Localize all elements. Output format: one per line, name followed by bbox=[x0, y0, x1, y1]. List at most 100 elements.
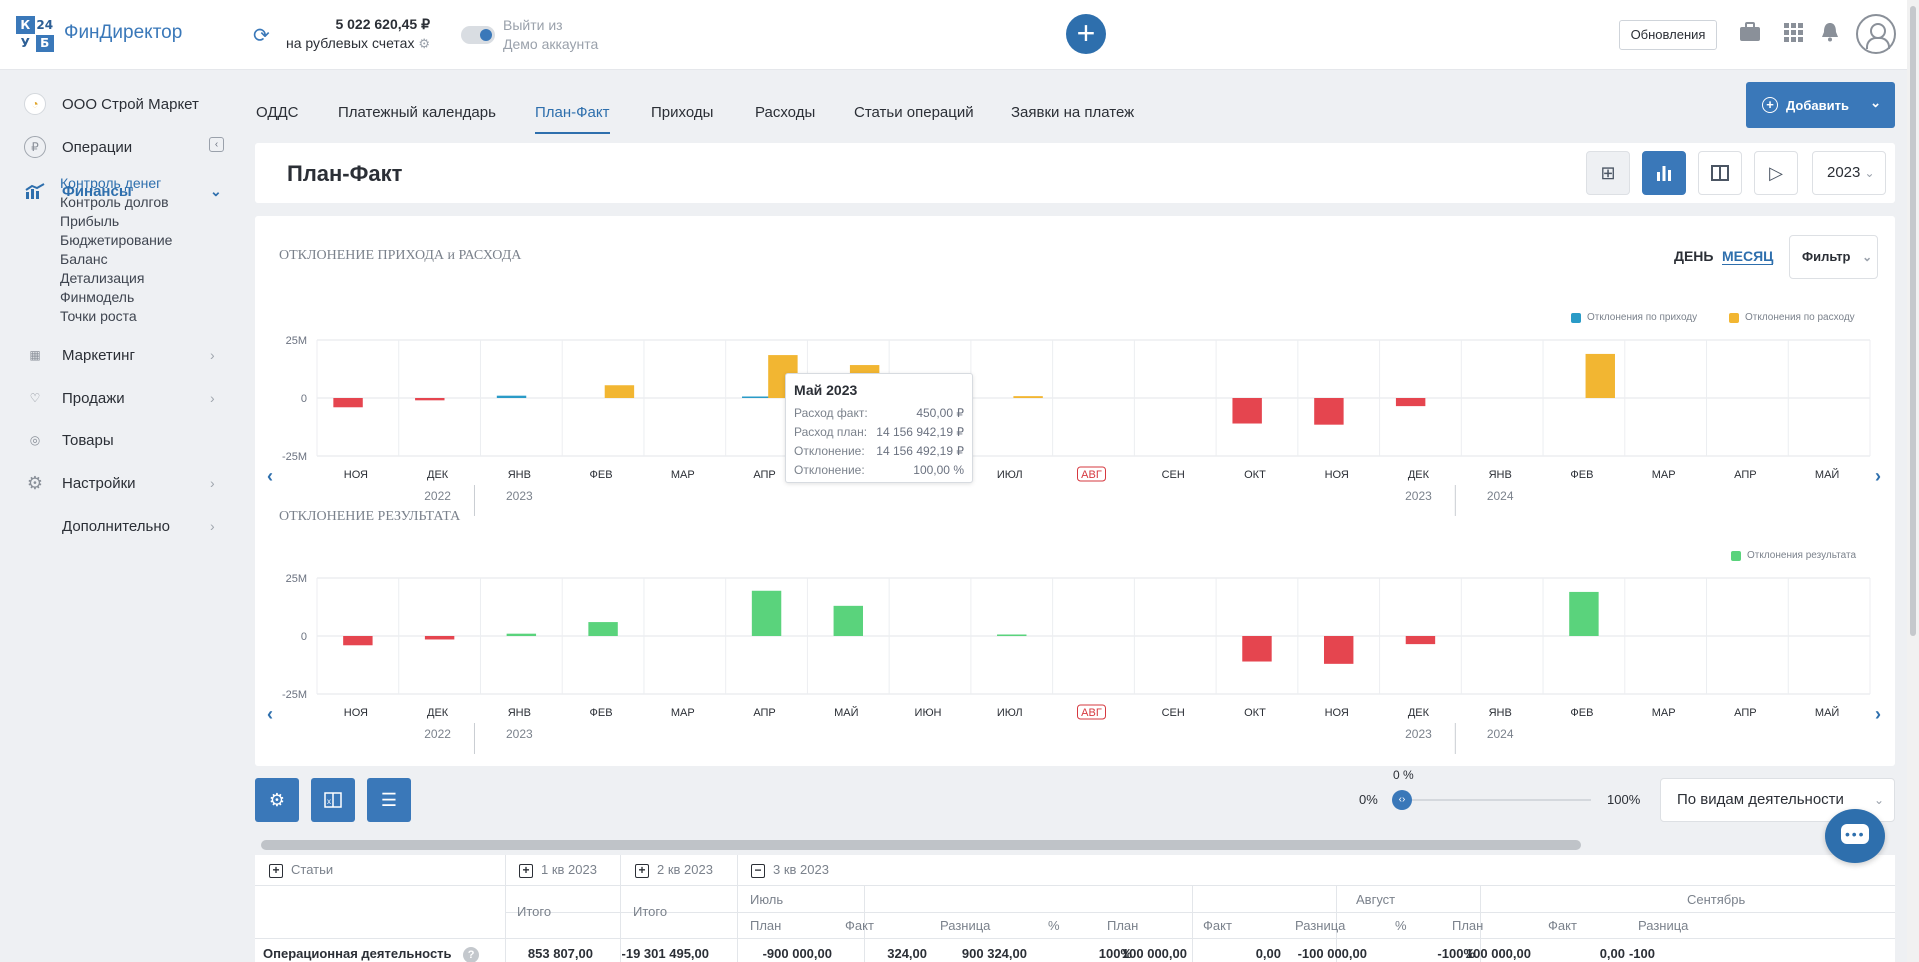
x-tick-label[interactable]: СЕН bbox=[1162, 707, 1185, 719]
slider-handle[interactable]: ‹› bbox=[1392, 790, 1412, 810]
demo-exit-link[interactable]: Выйти из Демо аккаунта bbox=[503, 16, 598, 54]
x-tick-label[interactable]: ЯНВ bbox=[508, 469, 531, 481]
x-tick-label[interactable]: МАЙ bbox=[834, 706, 858, 719]
demo-toggle[interactable] bbox=[461, 26, 495, 44]
briefcase-icon[interactable] bbox=[1738, 22, 1762, 46]
x-tick-label[interactable]: ФЕВ bbox=[590, 707, 613, 719]
chart-bar[interactable] bbox=[1242, 636, 1272, 662]
x-tick-label[interactable]: ФЕВ bbox=[1570, 469, 1593, 481]
chart-bar[interactable] bbox=[1323, 636, 1354, 664]
sidebar-item-sales[interactable]: ♡ Продажи › bbox=[24, 387, 215, 409]
x-tick-label[interactable]: НОЯ bbox=[344, 707, 368, 719]
scroll-left-icon[interactable]: ‹ bbox=[267, 466, 273, 486]
articles-header[interactable]: + Статьи bbox=[269, 862, 333, 878]
x-tick-label[interactable]: СЕН bbox=[1162, 469, 1185, 481]
tab-odds[interactable]: ОДДС bbox=[256, 104, 299, 121]
sidebar-sub-detail[interactable]: Детализация bbox=[60, 270, 145, 286]
x-tick-label[interactable]: ЯНВ bbox=[508, 707, 531, 719]
chart-bar[interactable] bbox=[1232, 398, 1262, 424]
x-tick-label[interactable]: ИЮН bbox=[915, 707, 942, 719]
x-tick-label[interactable]: МАЙ bbox=[1815, 706, 1839, 719]
list-view-button[interactable]: ☰ bbox=[367, 778, 411, 822]
x-tick-label[interactable]: АПР bbox=[1734, 469, 1756, 481]
updates-button[interactable]: Обновления bbox=[1619, 20, 1717, 50]
scroll-right-icon[interactable]: › bbox=[1875, 704, 1881, 724]
chart-bar[interactable] bbox=[588, 622, 618, 636]
scroll-left-icon[interactable]: ‹ bbox=[267, 704, 273, 724]
scroll-right-icon[interactable]: › bbox=[1875, 466, 1881, 486]
expand-icon[interactable]: + bbox=[635, 863, 649, 878]
x-tick-label[interactable]: НОЯ bbox=[1325, 707, 1349, 719]
bell-icon[interactable] bbox=[1818, 22, 1842, 46]
sidebar-item-marketing[interactable]: ▦ Маркетинг › bbox=[24, 344, 214, 366]
excel-export-button[interactable]: x bbox=[311, 778, 355, 822]
app-name[interactable]: ФинДиректор bbox=[64, 22, 183, 43]
sidebar-sub-money-control[interactable]: Контроль денег bbox=[60, 175, 162, 191]
x-tick-label[interactable]: МАР bbox=[1652, 707, 1676, 719]
q2-header[interactable]: +2 кв 2023 bbox=[635, 862, 713, 878]
widgets-view-icon[interactable]: ⊞ bbox=[1586, 151, 1630, 195]
legend-result[interactable]: Отклонения результата bbox=[1731, 550, 1856, 561]
x-tick-label[interactable]: ОКТ bbox=[1244, 707, 1266, 719]
chart-bar[interactable] bbox=[1013, 396, 1043, 398]
x-tick-label[interactable]: ЯНВ bbox=[1489, 469, 1512, 481]
chart-bar[interactable] bbox=[333, 398, 363, 408]
period-day[interactable]: ДЕНЬ bbox=[1674, 248, 1714, 264]
chart-bar[interactable] bbox=[343, 636, 373, 646]
sidebar-item-goods[interactable]: ◎ Товары bbox=[24, 429, 114, 451]
q1-header[interactable]: +1 кв 2023 bbox=[519, 862, 597, 878]
sidebar-sub-profit[interactable]: Прибыль bbox=[60, 213, 120, 229]
chart-bar[interactable] bbox=[1585, 353, 1615, 398]
sidebar-item-operations[interactable]: ₽ Операции bbox=[24, 136, 132, 158]
book-view-icon[interactable] bbox=[1698, 151, 1742, 195]
table-horizontal-scrollbar[interactable] bbox=[261, 840, 1581, 850]
period-month[interactable]: МЕСЯЦ bbox=[1722, 248, 1774, 265]
plus-icon[interactable]: + bbox=[1066, 14, 1106, 54]
x-tick-label[interactable]: НОЯ bbox=[1325, 469, 1349, 481]
x-tick-label[interactable]: АПР bbox=[1734, 707, 1756, 719]
chart-bar[interactable] bbox=[833, 605, 864, 636]
chat-icon[interactable] bbox=[1825, 809, 1885, 863]
x-tick-label[interactable]: МАР bbox=[671, 707, 695, 719]
expand-icon[interactable]: + bbox=[519, 863, 533, 878]
x-tick-label[interactable]: МАР bbox=[671, 469, 695, 481]
tab-plan-fact[interactable]: План-Факт bbox=[535, 104, 610, 134]
balance-widget[interactable]: 5 022 620,45 ₽ на рублевых счетах ⚙ bbox=[280, 16, 430, 52]
sidebar-sub-debt-control[interactable]: Контроль долгов bbox=[60, 194, 169, 210]
tab-payment-calendar[interactable]: Платежный календарь bbox=[338, 104, 496, 121]
chart-bar[interactable] bbox=[997, 634, 1027, 637]
user-avatar-icon[interactable] bbox=[1856, 14, 1896, 54]
sidebar-sub-budgeting[interactable]: Бюджетирование bbox=[60, 232, 173, 248]
collapse-icon[interactable]: − bbox=[751, 863, 765, 878]
x-tick-label[interactable]: ФЕВ bbox=[1570, 707, 1593, 719]
x-tick-label[interactable]: ОКТ bbox=[1244, 469, 1266, 481]
chart-view-icon[interactable] bbox=[1642, 151, 1686, 195]
tab-operation-articles[interactable]: Статьи операций bbox=[854, 104, 974, 121]
table-settings-button[interactable]: ⚙ bbox=[255, 778, 299, 822]
filter-dropdown[interactable]: Фильтр ⌄ bbox=[1789, 235, 1878, 279]
x-tick-label[interactable]: НОЯ bbox=[344, 469, 368, 481]
legend-income[interactable]: Отклонения по приходу bbox=[1571, 312, 1697, 323]
x-tick-label[interactable]: ИЮЛ bbox=[997, 707, 1023, 719]
expand-icon[interactable]: + bbox=[269, 863, 283, 878]
x-tick-label[interactable]: МАЙ bbox=[1815, 468, 1839, 481]
sidebar-company[interactable]: ◔ ООО Строй Маркет bbox=[24, 93, 199, 115]
add-button[interactable]: + Добавить ⌄ bbox=[1746, 82, 1895, 128]
x-tick-label[interactable]: ФЕВ bbox=[590, 469, 613, 481]
x-tick-label[interactable]: ДЕК bbox=[427, 469, 449, 481]
sidebar-collapse-icon[interactable]: ‹ bbox=[209, 137, 224, 152]
chart-bar[interactable] bbox=[1405, 636, 1436, 645]
chart-bar[interactable] bbox=[604, 385, 635, 398]
sidebar-item-additional[interactable]: Дополнительно › bbox=[24, 515, 215, 537]
x-tick-label[interactable]: АВГ bbox=[1081, 707, 1102, 719]
row-label[interactable]: Операционная деятельность ? bbox=[263, 946, 480, 962]
sidebar-item-settings[interactable]: ⚙ Настройки › bbox=[24, 472, 215, 494]
x-tick-label[interactable]: ИЮЛ bbox=[997, 469, 1023, 481]
play-icon[interactable]: ▷ bbox=[1754, 151, 1798, 195]
x-tick-label[interactable]: ДЕК bbox=[427, 707, 449, 719]
chart-bar[interactable] bbox=[415, 398, 445, 401]
chart-bar[interactable] bbox=[506, 633, 537, 636]
slider-track[interactable] bbox=[1401, 799, 1591, 801]
sidebar-sub-finmodel[interactable]: Финмодель bbox=[60, 289, 135, 305]
x-tick-label[interactable]: АПР bbox=[753, 707, 775, 719]
